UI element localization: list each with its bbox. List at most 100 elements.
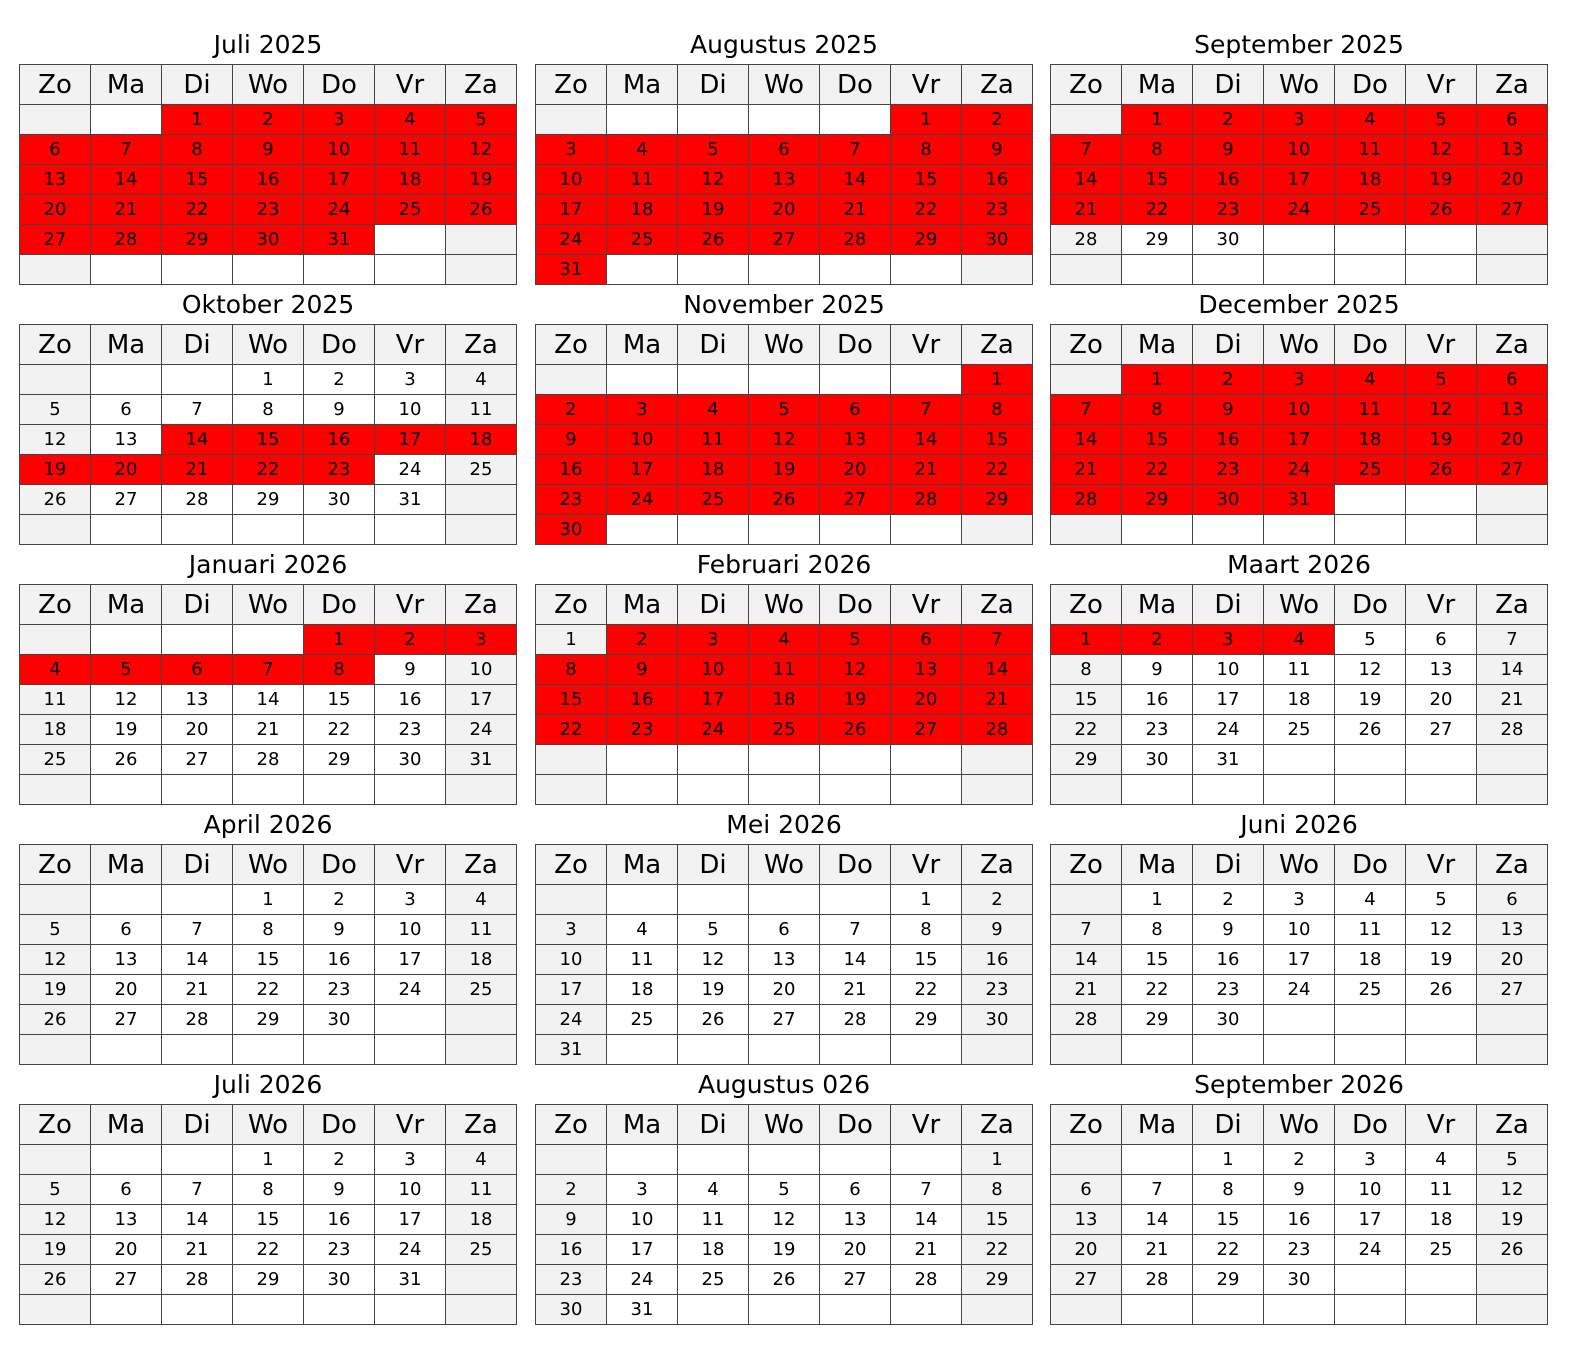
- week-row: 19 20 21 22 23 24 25: [19, 1234, 517, 1265]
- day-cell: 3: [677, 624, 749, 655]
- weekday-header-row: Zo Ma Di Wo Do Vr Za: [19, 1104, 517, 1145]
- month-table: Zo Ma Di Wo Do Vr Za 1 2 3 4 5 6 7 8 9 10 11 12 13 14 15 16 17 1…: [535, 584, 1033, 805]
- empty-cell: [90, 254, 162, 285]
- day-cell: 9: [1263, 1174, 1335, 1205]
- weekday-header: Di: [677, 844, 749, 885]
- day-cell: 3: [1192, 624, 1264, 655]
- day-cell: 8: [1121, 394, 1193, 425]
- empty-cell: [1334, 484, 1406, 515]
- day-cell: 5: [748, 394, 820, 425]
- weekday-header: Vr: [890, 584, 962, 625]
- day-cell: 13: [90, 1204, 162, 1235]
- month-title: Mei 2026: [726, 810, 842, 839]
- day-cell: 16: [1263, 1204, 1335, 1235]
- day-cell: 19: [748, 454, 820, 485]
- day-cell: 28: [961, 714, 1033, 745]
- day-cell: 11: [445, 1174, 517, 1205]
- week-row: 21 22 23 24 25 26 27: [1050, 194, 1548, 225]
- day-cell: 8: [890, 914, 962, 945]
- day-cell: 11: [606, 164, 678, 195]
- day-cell: 27: [1476, 194, 1548, 225]
- weekday-header: Za: [1476, 324, 1548, 365]
- empty-cell: [445, 514, 517, 545]
- empty-cell: [1192, 514, 1264, 545]
- weekday-header: Zo: [1050, 324, 1122, 365]
- empty-cell: [1405, 254, 1477, 285]
- week-row: 18 19 20 21 22 23 24: [19, 714, 517, 745]
- empty-cell: [90, 884, 162, 915]
- weekday-header: Do: [1334, 584, 1406, 625]
- month-table: Zo Ma Di Wo Do Vr Za 1 2 3 4 5 6 7 8 9 10 11 12 13 14 15 16 17 1…: [19, 584, 517, 805]
- day-cell: 26: [445, 194, 517, 225]
- day-cell: 13: [1050, 1204, 1122, 1235]
- weekday-header-row: Zo Ma Di Wo Do Vr Za: [19, 64, 517, 105]
- day-cell: 4: [1263, 624, 1335, 655]
- day-cell: 20: [1476, 944, 1548, 975]
- day-cell: 25: [677, 484, 749, 515]
- day-cell: 5: [1405, 884, 1477, 915]
- week-row: [1050, 774, 1548, 805]
- day-cell: 21: [1121, 1234, 1193, 1265]
- day-cell: 26: [1334, 714, 1406, 745]
- empty-cell: [1476, 254, 1548, 285]
- week-row: 28 29 30: [1050, 1004, 1548, 1035]
- day-cell: 7: [819, 134, 891, 165]
- weekday-header: Wo: [748, 1104, 820, 1145]
- empty-cell: [19, 624, 91, 655]
- day-cell: 14: [1050, 424, 1122, 455]
- day-cell: 31: [1263, 484, 1335, 515]
- weekday-header: Ma: [1121, 584, 1193, 625]
- empty-cell: [748, 1294, 820, 1325]
- day-cell: 6: [819, 1174, 891, 1205]
- empty-cell: [445, 1034, 517, 1065]
- empty-cell: [535, 364, 607, 395]
- empty-cell: [161, 1144, 233, 1175]
- day-cell: 13: [161, 684, 233, 715]
- day-cell: 23: [961, 194, 1033, 225]
- day-cell: 18: [1405, 1204, 1477, 1235]
- weekday-header: Wo: [1263, 584, 1335, 625]
- day-cell: 4: [606, 914, 678, 945]
- weekday-header: Vr: [374, 64, 446, 105]
- day-cell: 13: [1476, 394, 1548, 425]
- day-cell: 21: [890, 454, 962, 485]
- empty-cell: [232, 774, 304, 805]
- empty-cell: [1263, 254, 1335, 285]
- empty-cell: [303, 774, 375, 805]
- day-cell: 7: [161, 394, 233, 425]
- empty-cell: [1121, 1144, 1193, 1175]
- day-cell: 23: [303, 974, 375, 1005]
- empty-cell: [1405, 1294, 1477, 1325]
- day-cell: 12: [1405, 394, 1477, 425]
- week-row: 12 13 14 15 16 17 18: [19, 944, 517, 975]
- day-cell: 14: [819, 944, 891, 975]
- day-cell: 28: [161, 1264, 233, 1295]
- week-row: 5 6 7 8 9 10 11: [19, 1174, 517, 1205]
- day-cell: 1: [303, 624, 375, 655]
- empty-cell: [1050, 1294, 1122, 1325]
- day-cell: 22: [232, 454, 304, 485]
- weekday-header: Ma: [90, 64, 162, 105]
- day-cell: 5: [677, 914, 749, 945]
- day-cell: 21: [161, 974, 233, 1005]
- day-cell: 11: [1405, 1174, 1477, 1205]
- day-cell: 12: [819, 654, 891, 685]
- weekday-header: Do: [819, 844, 891, 885]
- week-row: 30 31: [535, 1294, 1033, 1325]
- day-cell: 18: [748, 684, 820, 715]
- empty-cell: [535, 1144, 607, 1175]
- day-cell: 2: [303, 364, 375, 395]
- weekday-header: Di: [1192, 1104, 1264, 1145]
- empty-cell: [19, 514, 91, 545]
- day-cell: 27: [748, 224, 820, 255]
- empty-cell: [374, 224, 446, 255]
- day-cell: 9: [961, 914, 1033, 945]
- empty-cell: [90, 104, 162, 135]
- day-cell: 6: [90, 914, 162, 945]
- weekday-header-row: Zo Ma Di Wo Do Vr Za: [1050, 64, 1548, 105]
- empty-cell: [890, 774, 962, 805]
- day-cell: 29: [232, 1264, 304, 1295]
- weekday-header-row: Zo Ma Di Wo Do Vr Za: [535, 64, 1033, 105]
